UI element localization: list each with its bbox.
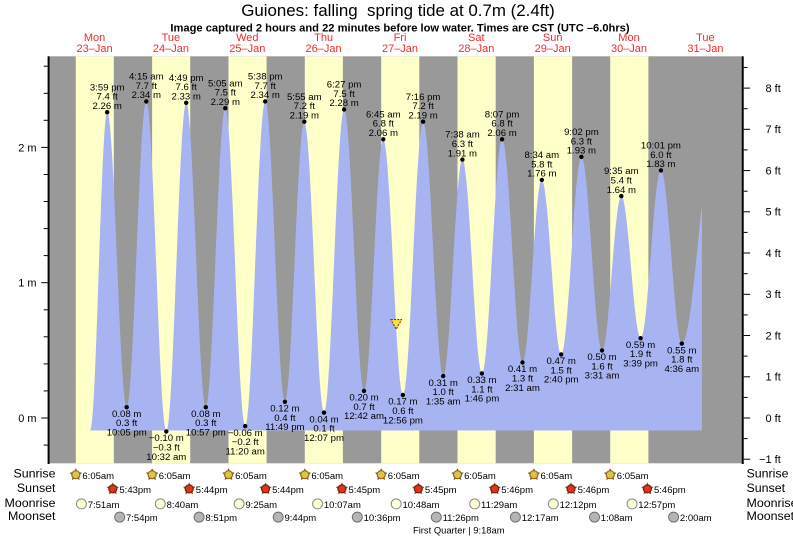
- svg-text:6:05am: 6:05am: [541, 471, 573, 482]
- svg-text:1 m: 1 m: [18, 278, 36, 290]
- svg-text:Sunrise: Sunrise: [747, 467, 789, 481]
- svg-text:7:51am: 7:51am: [88, 500, 120, 511]
- svg-text:0.47 m1.5 ft2:40 pm: 0.47 m 1.5 ft 2:40 pm: [544, 356, 579, 386]
- svg-text:8:40am: 8:40am: [167, 500, 199, 511]
- svg-text:8:51pm: 8:51pm: [205, 513, 237, 524]
- svg-text:5:45pm: 5:45pm: [349, 485, 381, 496]
- svg-text:2:00am: 2:00am: [680, 513, 712, 524]
- svg-text:10:07am: 10:07am: [324, 500, 361, 511]
- svg-text:4 ft: 4 ft: [766, 248, 781, 260]
- svg-text:0.31 m1.0 ft1:35 am: 0.31 m 1.0 ft 1:35 am: [426, 378, 461, 408]
- svg-text:3 ft: 3 ft: [766, 289, 781, 301]
- svg-text:1 ft: 1 ft: [766, 372, 781, 384]
- svg-text:6:05am: 6:05am: [617, 471, 649, 482]
- svg-text:7 ft: 7 ft: [766, 124, 781, 136]
- svg-text:Guiones: falling spring tide: Guiones: falling spring tide at 0.7m (2.…: [241, 1, 555, 20]
- svg-text:6:05am: 6:05am: [82, 471, 114, 482]
- svg-text:6:05am: 6:05am: [464, 471, 496, 482]
- svg-text:5:05 am7.5 ft2.29 m: 5:05 am 7.5 ft 2.29 m: [208, 78, 243, 108]
- svg-text:5:46pm: 5:46pm: [654, 485, 686, 496]
- svg-text:Image captured 2 hours and 22: Image captured 2 hours and 22 minutes be…: [170, 23, 629, 35]
- svg-text:5:44pm: 5:44pm: [196, 485, 228, 496]
- svg-text:9:44pm: 9:44pm: [285, 513, 317, 524]
- svg-text:12:57pm: 12:57pm: [638, 500, 675, 511]
- svg-text:6:05am: 6:05am: [388, 471, 420, 482]
- svg-text:Moonrise: Moonrise: [747, 496, 793, 510]
- svg-text:Moonset: Moonset: [8, 509, 56, 523]
- svg-text:2 m: 2 m: [18, 142, 36, 154]
- svg-text:11:26pm: 11:26pm: [443, 513, 479, 524]
- svg-text:Sunset: Sunset: [747, 481, 786, 495]
- svg-text:5:46pm: 5:46pm: [578, 485, 610, 496]
- svg-text:12:17am: 12:17am: [522, 513, 559, 524]
- svg-text:10:48am: 10:48am: [403, 500, 440, 511]
- svg-text:8 ft: 8 ft: [766, 83, 781, 95]
- svg-text:12:12pm: 12:12pm: [560, 500, 597, 511]
- svg-text:6:05am: 6:05am: [235, 471, 267, 482]
- svg-text:5:45pm: 5:45pm: [425, 485, 457, 496]
- svg-text:Moonrise: Moonrise: [5, 496, 56, 510]
- svg-text:10:36pm: 10:36pm: [364, 513, 401, 524]
- svg-text:1:08am: 1:08am: [601, 513, 633, 524]
- svg-text:Sunrise: Sunrise: [13, 467, 55, 481]
- svg-text:−1 ft: −1 ft: [759, 454, 781, 466]
- svg-text:5:43pm: 5:43pm: [119, 485, 151, 496]
- svg-text:5 ft: 5 ft: [766, 207, 781, 219]
- svg-text:7:54pm: 7:54pm: [126, 513, 158, 524]
- svg-text:Sunset: Sunset: [17, 481, 56, 495]
- svg-text:9:25am: 9:25am: [245, 500, 277, 511]
- svg-text:6:05am: 6:05am: [311, 471, 343, 482]
- svg-text:11:29am: 11:29am: [481, 500, 517, 511]
- svg-text:2 ft: 2 ft: [766, 330, 781, 342]
- svg-text:Moonset: Moonset: [747, 509, 793, 523]
- svg-text:0 m: 0 m: [18, 413, 36, 425]
- svg-text:6:05am: 6:05am: [159, 471, 191, 482]
- svg-text:5:46pm: 5:46pm: [501, 485, 533, 496]
- svg-text:5:44pm: 5:44pm: [272, 485, 304, 496]
- svg-text:0 ft: 0 ft: [766, 413, 781, 425]
- svg-text:First Quarter | 9:18am: First Quarter | 9:18am: [413, 525, 505, 536]
- svg-text:6 ft: 6 ft: [766, 166, 781, 178]
